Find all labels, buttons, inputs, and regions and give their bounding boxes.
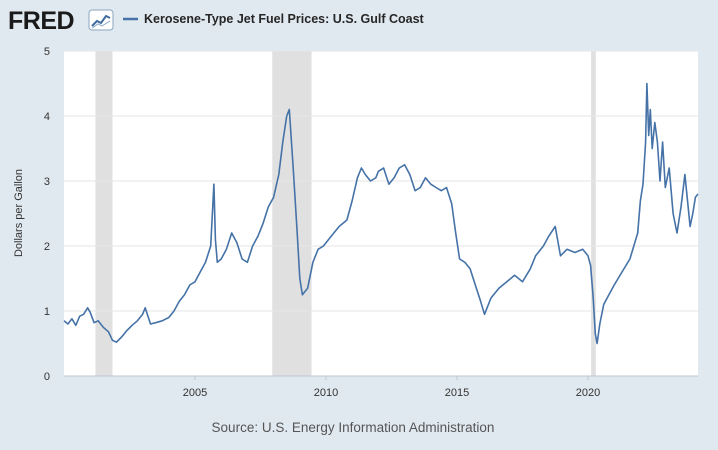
x-tick-label: 2015	[445, 387, 469, 399]
x-tick-label: 2005	[183, 387, 207, 399]
x-axis-ticks: 2005 2010 2015 2020	[183, 376, 600, 399]
chart-line-icon	[88, 9, 114, 31]
y-tick-label: 1	[44, 306, 50, 318]
y-tick-label: 0	[44, 371, 50, 383]
series-line	[63, 82, 699, 345]
plot-area	[64, 51, 698, 376]
gridlines	[64, 50, 698, 312]
recession-band-3	[591, 51, 596, 376]
fred-logo[interactable]: FRED	[8, 7, 75, 35]
legend: Kerosene-Type Jet Fuel Prices: U.S. Gulf…	[123, 12, 425, 26]
recession-band-1	[95, 51, 113, 376]
y-axis-label: Dollars per Gallon	[13, 169, 25, 257]
x-tick-label: 2020	[576, 387, 600, 399]
y-tick-label: 3	[44, 176, 50, 188]
x-tick-label: 2010	[314, 387, 338, 399]
y-tick-label: 2	[44, 241, 50, 253]
recession-bands	[95, 51, 596, 376]
y-axis-ticks: 0 1 2 3 4 5	[44, 46, 50, 383]
y-tick-label: 5	[44, 46, 50, 58]
legend-label: Kerosene-Type Jet Fuel Prices: U.S. Gulf…	[144, 12, 425, 26]
source-note: Source: U.S. Energy Information Administ…	[212, 420, 495, 435]
recession-band-2	[272, 51, 312, 376]
y-tick-label: 4	[44, 111, 50, 123]
